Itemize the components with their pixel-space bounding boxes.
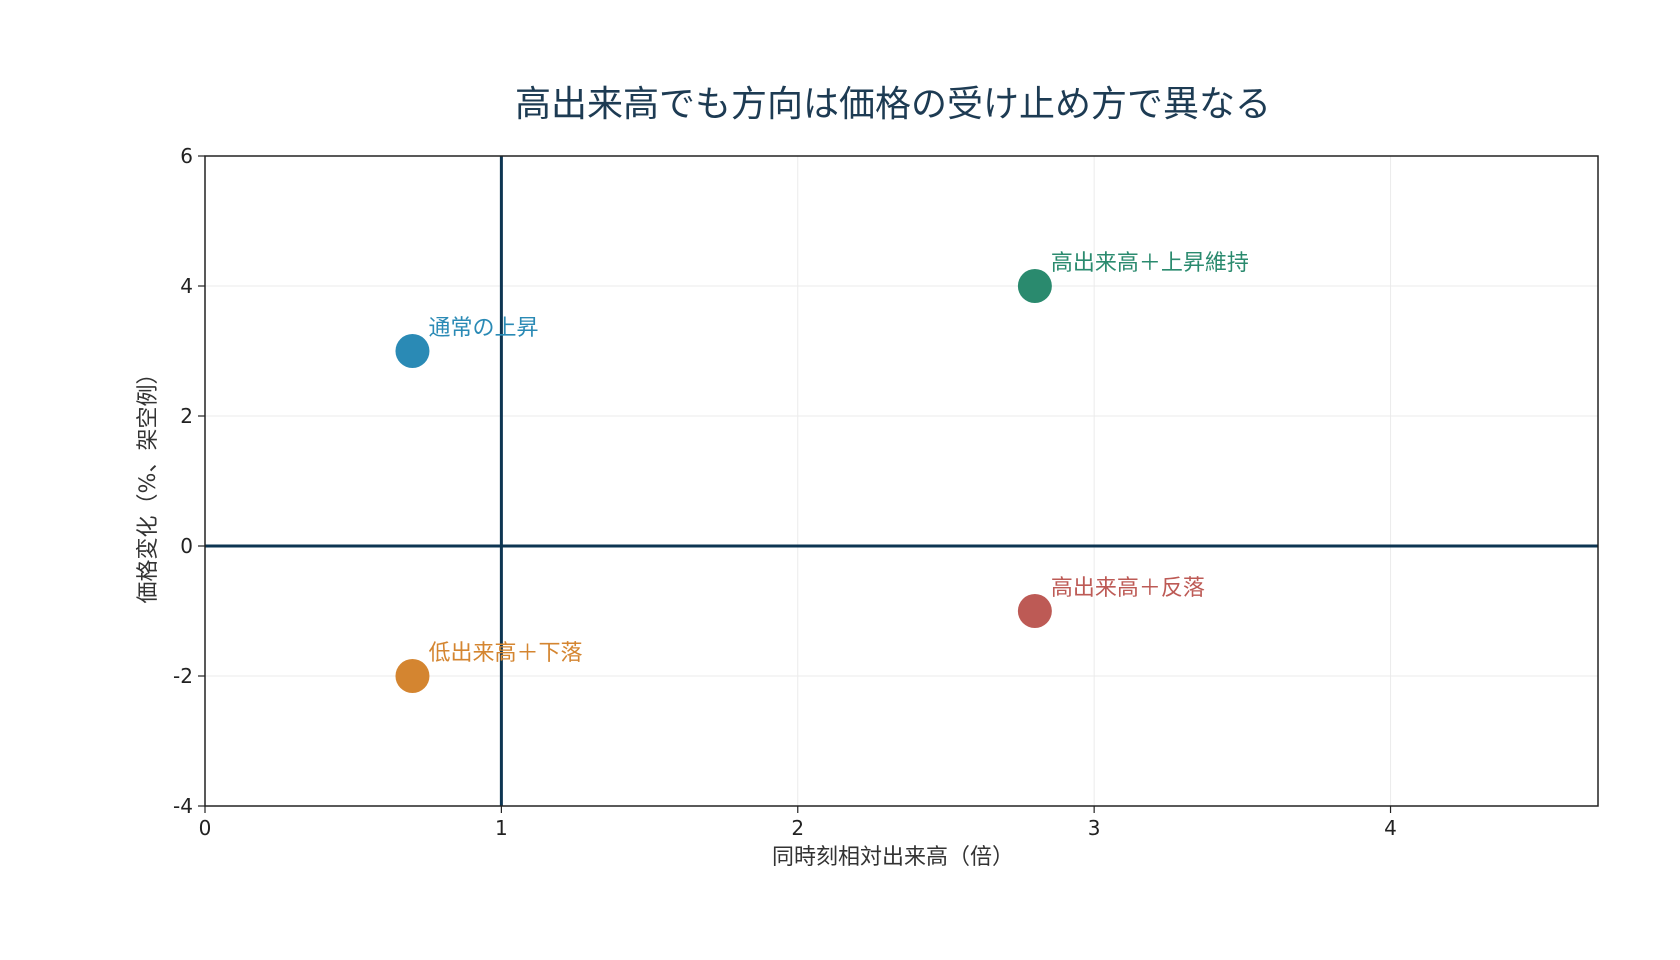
x-tick-label: 1 — [495, 816, 508, 840]
y-tick-label: -2 — [173, 664, 193, 688]
y-tick-label: 2 — [180, 404, 193, 428]
y-tick-label: 4 — [180, 274, 193, 298]
reference-lines — [205, 156, 1598, 806]
axis-ticks: 0 1 2 3 4 -4 -2 0 2 4 6 — [173, 144, 1397, 840]
chart-title: 高出来高でも方向は価格の受け止め方で異なる — [515, 84, 1271, 125]
x-axis-label: 同時刻相対出来高（倍） — [772, 845, 1014, 870]
data-point — [395, 334, 430, 368]
data-point — [395, 659, 430, 693]
grid-layer — [204, 155, 1598, 807]
x-tick-label: 0 — [199, 816, 212, 840]
data-point-label: 通常の上昇 — [428, 316, 538, 341]
plot-frame — [204, 155, 1599, 807]
x-tick-label: 4 — [1384, 816, 1397, 840]
data-point-label: 高出来高＋上昇維持 — [1051, 251, 1249, 276]
x-tick-label: 2 — [791, 816, 804, 840]
y-tick-label: 6 — [180, 144, 193, 168]
data-point-label: 高出来高＋反落 — [1051, 576, 1205, 601]
y-tick-label: -4 — [173, 794, 193, 818]
data-point — [1017, 269, 1052, 303]
x-tick-label: 3 — [1088, 816, 1101, 840]
data-point — [1017, 594, 1052, 628]
data-point-label: 低出来高＋下落 — [428, 641, 582, 666]
y-tick-label: 0 — [180, 534, 193, 558]
y-axis-label: 価格変化（%、架空例） — [136, 363, 161, 604]
